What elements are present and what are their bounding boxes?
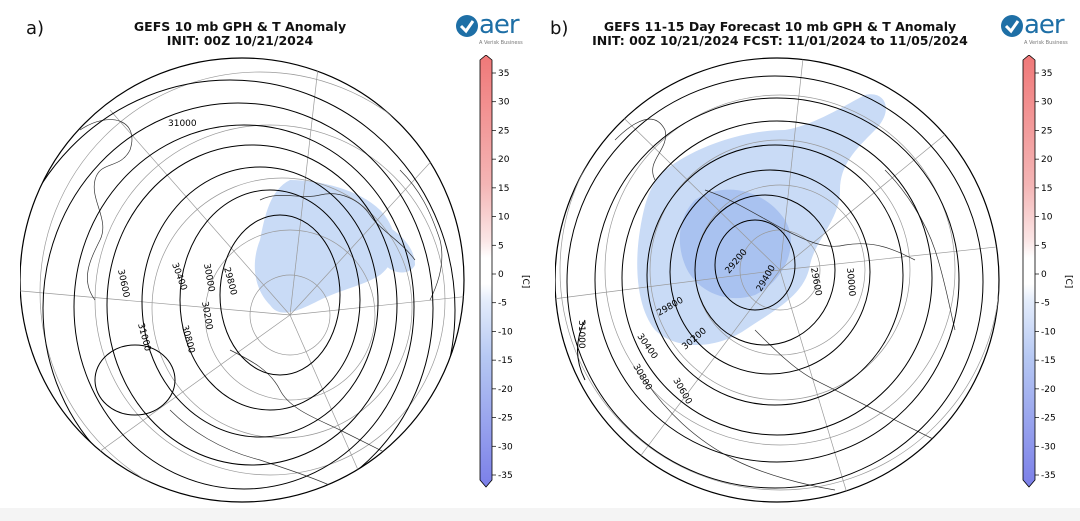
colorbar-tick-label: 25 [1041,126,1052,136]
panel-b: b) GEFS 11-15 Day Forecast 10 mb GPH & T… [540,0,1080,521]
colorbar-tick-label: -5 [1041,299,1050,309]
colorbar-tick-label: 25 [498,126,509,136]
title-line-2: INIT: 00Z 10/21/2024 FCST: 11/01/2024 to… [592,33,968,48]
map-boundary [20,57,465,503]
colorbar-label: [C] [520,275,530,288]
contour-label: 29600 [808,267,823,297]
colorbar-tick-label: 5 [1041,241,1047,251]
cold-anomaly-area [375,220,415,273]
colorbar-tick-label: 30 [498,98,510,108]
colorbar-tick-label: -20 [498,385,513,395]
contour-label: 30000 [201,263,216,293]
map-title: GEFS 10 mb GPH & T Anomaly INIT: 00Z 10/… [90,20,390,48]
colorbar-tick-label: -15 [498,356,513,366]
colorbar-tick-label: -30 [498,442,513,452]
coastlines [79,119,443,491]
bottom-strip [0,508,1080,521]
logo-word: aer [1024,10,1065,40]
colorbar-tick-label: 0 [498,270,504,280]
contour-label: 30000 [844,267,856,297]
contour-label: 31000 [168,119,197,129]
coastlines [614,118,956,491]
cold-anomaly-core [679,189,791,299]
check-mark-icon [456,15,478,37]
colorbar-tick-label: 10 [498,213,510,223]
colorbar-tick-label: -35 [1041,471,1056,481]
title-line-1: GEFS 10 mb GPH & T Anomaly [133,19,347,34]
colorbar-tick-label: -10 [498,327,513,337]
colorbar: 35 30 25 20 15 10 5 0 -5 -10 -15 -20 -25 -30 -35 [C] [1022,55,1073,488]
polar-map: 31000 30400 30000 29800 30600 30200 3100… [20,57,465,503]
colorbar-tick-label: 0 [1041,270,1047,280]
title-line-1: GEFS 11-15 Day Forecast 10 mb GPH & T An… [603,19,957,34]
colorbar-tick-label: -30 [1041,442,1056,452]
panel-a: a) GEFS 10 mb GPH & T Anomaly INIT: 00Z … [20,10,530,503]
contour-label: 31000 [576,320,586,349]
colorbar-fill [1022,55,1036,488]
colorbar-tick-label: -20 [1041,385,1056,395]
colorbar-tick-label: 35 [498,69,509,79]
cold-anomaly-area [254,180,395,313]
colorbar-ticks: 35 30 25 20 15 10 5 0 -5 -10 -15 -20 -25 -30 -35 [1035,69,1056,481]
colorbar: 35 30 25 20 15 10 5 0 -5 -10 -15 -20 -25 -30 -35 [C] [479,55,530,488]
colorbar-fill [479,55,493,488]
check-mark-icon [1001,15,1023,37]
colorbar-tick-label: 5 [498,241,504,251]
colorbar-tick-label: 35 [1041,69,1052,79]
aer-logo: aer A Verisk Business [455,10,525,52]
logo-subtext: A Verisk Business [1024,40,1068,46]
colorbar-tick-label: 10 [1041,213,1053,223]
logo-word: aer [479,10,520,40]
logo-subtext: A Verisk Business [479,40,523,46]
aer-logo: aer A Verisk Business [1000,10,1070,52]
polar-map: 31000 29200 29600 30000 29400 29800 3040… [555,57,1000,503]
graticule [555,58,999,502]
height-contours [566,75,984,489]
colorbar-ticks: 35 30 25 20 15 10 5 0 -5 -10 -15 -20 -25 -30 -35 [492,69,513,481]
colorbar-tick-label: 15 [498,184,509,194]
colorbar-tick-label: -25 [1041,414,1056,424]
colorbar-tick-label: -25 [498,414,513,424]
colorbar-tick-label: 30 [1041,98,1053,108]
colorbar-tick-label: 20 [1041,155,1053,165]
panel-letter: b) [550,18,569,39]
map-title: GEFS 11-15 Day Forecast 10 mb GPH & T An… [580,20,980,48]
colorbar-tick-label: -5 [498,299,507,309]
colorbar-tick-label: -10 [1041,327,1056,337]
height-contours [20,79,456,502]
panel-letter: a) [26,18,45,39]
colorbar-tick-label: -15 [1041,356,1056,366]
colorbar-tick-label: -35 [498,471,513,481]
colorbar-tick-label: 15 [1041,184,1052,194]
colorbar-label: [C] [1063,275,1073,288]
colorbar-tick-label: 20 [498,155,510,165]
contour-label: 30200 [199,301,214,331]
title-line-2: INIT: 00Z 10/21/2024 [166,33,314,48]
